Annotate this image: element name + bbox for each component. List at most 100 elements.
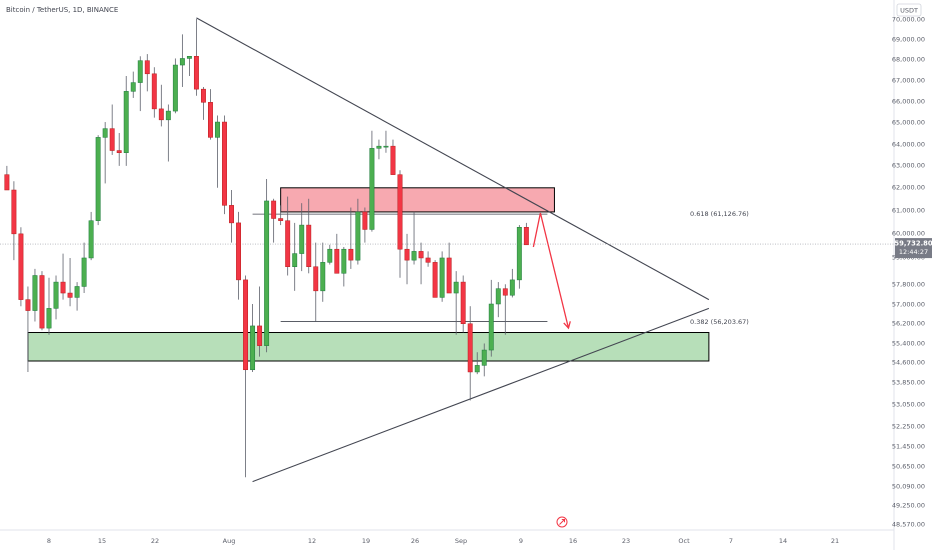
candle-up[interactable]: [516, 227, 522, 281]
candle-down[interactable]: [144, 60, 150, 75]
candle-down[interactable]: [151, 73, 157, 110]
candle-up[interactable]: [453, 281, 459, 294]
candle-down[interactable]: [39, 275, 45, 329]
candle-up[interactable]: [215, 121, 220, 138]
currency-badge[interactable]: [896, 3, 922, 17]
red-zone[interactable]: [280, 187, 555, 213]
candle-up[interactable]: [123, 91, 129, 153]
candle-up[interactable]: [481, 349, 487, 366]
candle-down[interactable]: [271, 200, 277, 219]
candle-up[interactable]: [320, 262, 326, 292]
candle-up[interactable]: [376, 145, 382, 149]
candle-down[interactable]: [467, 323, 473, 373]
candle-down[interactable]: [418, 251, 424, 259]
candle-down[interactable]: [390, 145, 396, 175]
time-axis[interactable]: 8 15 22 Aug 12 19 26 Sep 9 16 23 Oct 7 14 21: [47, 537, 839, 545]
candle-up[interactable]: [327, 248, 333, 263]
candle-up[interactable]: [53, 281, 59, 309]
candle-down[interactable]: [4, 174, 10, 191]
candle-down[interactable]: [11, 189, 17, 235]
candle-down[interactable]: [208, 102, 213, 138]
circle-arrow-icon[interactable]: [556, 516, 568, 528]
candle-up[interactable]: [292, 253, 298, 267]
time-axis-label: 16: [569, 537, 577, 545]
candle-down[interactable]: [229, 205, 234, 224]
candle-up[interactable]: [95, 137, 101, 221]
candle-down[interactable]: [397, 174, 403, 250]
candle-down[interactable]: [243, 279, 249, 371]
candle-down[interactable]: [313, 266, 319, 292]
candle-up[interactable]: [509, 279, 515, 296]
candle-down[interactable]: [60, 281, 66, 294]
candle-down[interactable]: [25, 299, 31, 311]
candle-down[interactable]: [278, 218, 284, 221]
candle-down[interactable]: [158, 108, 164, 121]
candle-up[interactable]: [488, 303, 494, 351]
candle-up[interactable]: [264, 200, 270, 346]
candle-up[interactable]: [341, 248, 347, 274]
candle-down[interactable]: [404, 248, 410, 261]
time-axis-label: 9: [519, 537, 523, 545]
candles-layer: [4, 19, 529, 478]
time-axis-label: 12: [308, 537, 316, 545]
price-axis[interactable]: 48,570.00 49,250.00 50,090.00 50,650.00 51,4…: [892, 15, 925, 528]
candle-up[interactable]: [137, 60, 143, 83]
candle-down[interactable]: [116, 150, 122, 153]
candle-down[interactable]: [425, 257, 431, 263]
projection-arrow: [532, 212, 571, 330]
candle-up[interactable]: [474, 365, 480, 373]
trendline[interactable]: [196, 17, 710, 301]
currency-badge-label: USDT: [900, 7, 918, 15]
candle-down[interactable]: [285, 220, 291, 267]
candle-up[interactable]: [495, 288, 501, 305]
candle-down[interactable]: [334, 248, 340, 274]
candle-up[interactable]: [165, 110, 171, 121]
candle-up[interactable]: [81, 257, 87, 287]
candle-down[interactable]: [446, 257, 452, 294]
candle-down[interactable]: [502, 288, 508, 296]
price-axis-label: 56,200.00: [892, 319, 925, 327]
candle-up[interactable]: [179, 58, 185, 66]
candle-down[interactable]: [236, 222, 241, 281]
candle-up[interactable]: [74, 286, 80, 298]
candle-up[interactable]: [250, 325, 256, 371]
candle-up[interactable]: [383, 145, 389, 148]
price-axis-label: 61,000.00: [892, 206, 925, 214]
candle-down[interactable]: [306, 224, 312, 267]
price-axis-label: 60,000.00: [892, 229, 925, 237]
candle-down[interactable]: [460, 281, 466, 324]
candle-up[interactable]: [32, 275, 38, 311]
price-axis-label: 53,050.00: [892, 400, 925, 408]
candle-down[interactable]: [362, 211, 368, 230]
candle-down[interactable]: [193, 56, 199, 90]
candle-down[interactable]: [67, 292, 73, 298]
candle-up[interactable]: [411, 251, 417, 261]
price-axis-label: 57,800.00: [892, 280, 925, 288]
price-tag-bg: [895, 238, 932, 259]
green-zone[interactable]: [27, 332, 710, 362]
candle-up[interactable]: [299, 224, 305, 254]
candle-up[interactable]: [102, 128, 108, 138]
candle-down[interactable]: [348, 248, 354, 261]
candle-up[interactable]: [46, 308, 52, 329]
candle-up[interactable]: [172, 64, 178, 112]
candle-up[interactable]: [186, 56, 192, 59]
candle-down[interactable]: [257, 325, 263, 346]
candle-down[interactable]: [222, 121, 227, 206]
candle-down[interactable]: [200, 88, 206, 103]
arrow-path: [532, 212, 570, 329]
candle-up[interactable]: [369, 148, 375, 230]
candle-up[interactable]: [130, 82, 136, 92]
candle-down[interactable]: [109, 128, 115, 151]
trendline[interactable]: [252, 307, 710, 483]
zones-layer: [27, 187, 710, 362]
candle-up[interactable]: [439, 257, 445, 298]
candle-up[interactable]: [88, 220, 94, 259]
candle-down[interactable]: [523, 227, 529, 246]
time-axis-label: 23: [622, 537, 630, 545]
price-axis-label: 49,250.00: [892, 501, 925, 509]
candle-down[interactable]: [18, 233, 24, 300]
candle-up[interactable]: [355, 211, 361, 261]
candle-down[interactable]: [432, 262, 438, 298]
